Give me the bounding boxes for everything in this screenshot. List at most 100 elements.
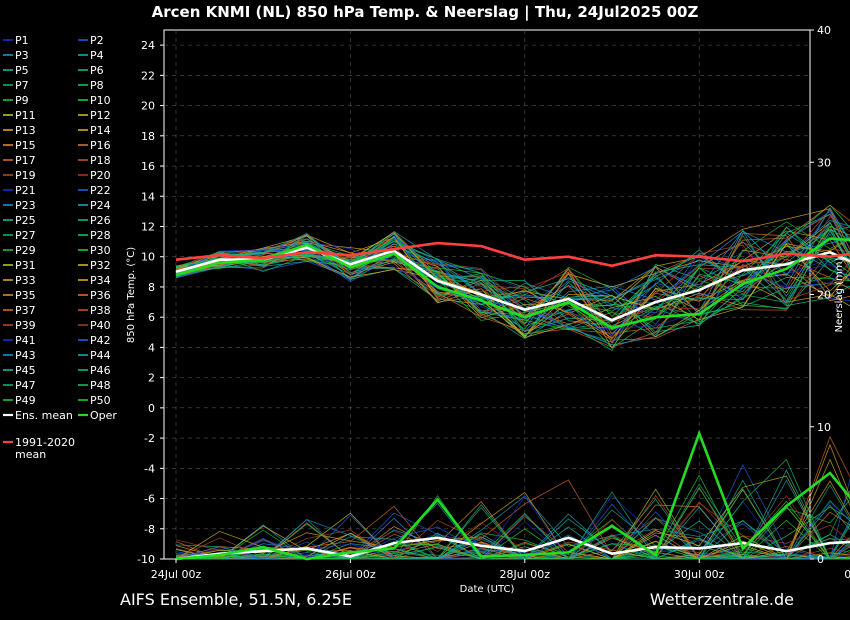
temp-line-P41	[175, 241, 850, 330]
temp-line-P30	[175, 251, 850, 325]
x-tick-label: 28Jul 00z	[500, 568, 551, 581]
y2-axis-label: Neerslag (mm)	[834, 257, 845, 332]
legend-entry-P22: P22	[90, 184, 111, 197]
legend-entry-P1: P1	[15, 34, 29, 47]
temp-line-P27	[175, 226, 850, 340]
precip-line-P17	[176, 505, 850, 560]
precip-line-P50	[175, 500, 850, 560]
legend-entry-P9: P9	[15, 94, 29, 107]
temp-line-P38	[175, 208, 850, 328]
y-tick-label: -4	[144, 462, 155, 475]
legend-climate-line2: mean	[15, 448, 46, 461]
temp-line-P3	[175, 220, 850, 320]
temp-line-P40	[175, 232, 850, 323]
highlighted-lines	[175, 237, 850, 561]
y2-tick-label: 10	[817, 421, 831, 434]
y2-tick-label: 0	[817, 553, 824, 566]
legend: P1 P2 P3 P4 P5 P6 P7 P8 P9 P10 P11 P12 P13 P14 P15 P16 P…	[3, 34, 117, 461]
legend-entry-P2: P2	[90, 34, 104, 47]
legend-entry-P45: P45	[15, 364, 36, 377]
legend-entry-P38: P38	[90, 304, 111, 317]
y-tick-label: 18	[141, 130, 155, 143]
temp-line-P36	[175, 204, 850, 335]
y-tick-label: -6	[144, 493, 155, 506]
footer-model: AIFS Ensemble, 51.5N, 6.25E	[120, 590, 352, 609]
legend-entry-P24: P24	[90, 199, 111, 212]
legend-entry-P46: P46	[90, 364, 111, 377]
precip-line-P47	[176, 488, 850, 560]
temp-line-P49	[175, 240, 850, 331]
legend-entry-P21: P21	[15, 184, 36, 197]
temp-line-P42	[175, 210, 850, 337]
y-tick-label: 8	[148, 281, 155, 294]
temp-line-P31	[175, 232, 850, 338]
legend-entry-P26: P26	[90, 214, 111, 227]
legend-entry-P27: P27	[15, 229, 36, 242]
legend-entry-P15: P15	[15, 139, 36, 152]
legend-entry-P44: P44	[90, 349, 111, 362]
oper-precip-line	[175, 429, 850, 561]
legend-oper: Oper	[90, 409, 117, 422]
legend-entry-P6: P6	[90, 64, 104, 77]
legend-entry-P41: P41	[15, 334, 36, 347]
legend-entry-P47: P47	[15, 379, 36, 392]
legend-entry-P30: P30	[90, 244, 111, 257]
x-tick-label: 26Jul 00z	[325, 568, 376, 581]
legend-entry-P13: P13	[15, 124, 36, 137]
legend-entry-P20: P20	[90, 169, 111, 182]
legend-entry-P40: P40	[90, 319, 111, 332]
y-tick-label: 6	[148, 311, 155, 324]
x-tick-label: 01Aug 00z	[844, 568, 850, 581]
temp-line-P7	[175, 233, 850, 343]
temp-line-P37	[175, 232, 850, 341]
legend-entry-P8: P8	[90, 79, 104, 92]
legend-ens-mean: Ens. mean	[15, 409, 73, 422]
y-tick-label: -8	[144, 523, 155, 536]
y-tick-label: 22	[141, 69, 155, 82]
y-tick-label: 4	[148, 341, 155, 354]
y-tick-label: 12	[141, 220, 155, 233]
legend-entry-P35: P35	[15, 289, 36, 302]
legend-entry-P42: P42	[90, 334, 111, 347]
y-tick-label: 0	[148, 402, 155, 415]
legend-entry-P19: P19	[15, 169, 36, 182]
x-tick-label: 24Jul 00z	[151, 568, 202, 581]
y2-tick-label: 40	[817, 24, 831, 37]
temp-line-P45	[175, 228, 850, 333]
legend-entry-P37: P37	[15, 304, 36, 317]
y-tick-label: -10	[137, 553, 155, 566]
chart-title: Arcen KNMI (NL) 850 hPa Temp. & Neerslag…	[152, 3, 699, 22]
temp-line-P17	[175, 248, 850, 348]
legend-entry-P5: P5	[15, 64, 29, 77]
1991-2020-mean-temp-line	[175, 241, 850, 268]
ens-mean-temp-line	[175, 246, 850, 322]
legend-entry-P39: P39	[15, 319, 36, 332]
precip-line-P38	[175, 494, 850, 560]
temp-line-P47	[175, 222, 850, 351]
y-tick-label: 20	[141, 100, 155, 113]
y-tick-label: 24	[141, 39, 155, 52]
y-tick-label: -2	[144, 432, 155, 445]
legend-entry-P17: P17	[15, 154, 36, 167]
y2-axis-ticks: 0 10 20 30 40	[810, 24, 831, 566]
legend-entry-P11: P11	[15, 109, 36, 122]
legend-entry-P32: P32	[90, 259, 111, 272]
legend-entry-P10: P10	[90, 94, 111, 107]
legend-entry-P25: P25	[15, 214, 36, 227]
temp-line-P16	[175, 213, 850, 331]
legend-climate-line1: 1991-2020	[15, 436, 75, 449]
legend-entry-P16: P16	[90, 139, 111, 152]
precip-line-P37	[176, 435, 850, 560]
legend-entry-P18: P18	[90, 154, 111, 167]
temp-line-P33	[175, 236, 850, 338]
legend-entry-P28: P28	[90, 229, 111, 242]
legend-entry-P34: P34	[90, 274, 111, 287]
legend-entry-P33: P33	[15, 274, 36, 287]
y-tick-label: 2	[148, 372, 155, 385]
legend-entry-P14: P14	[90, 124, 111, 137]
legend-entry-P49: P49	[15, 394, 36, 407]
footer-source: Wetterzentrale.de	[650, 590, 794, 609]
legend-entry-P36: P36	[90, 289, 111, 302]
legend-entry-P48: P48	[90, 379, 111, 392]
